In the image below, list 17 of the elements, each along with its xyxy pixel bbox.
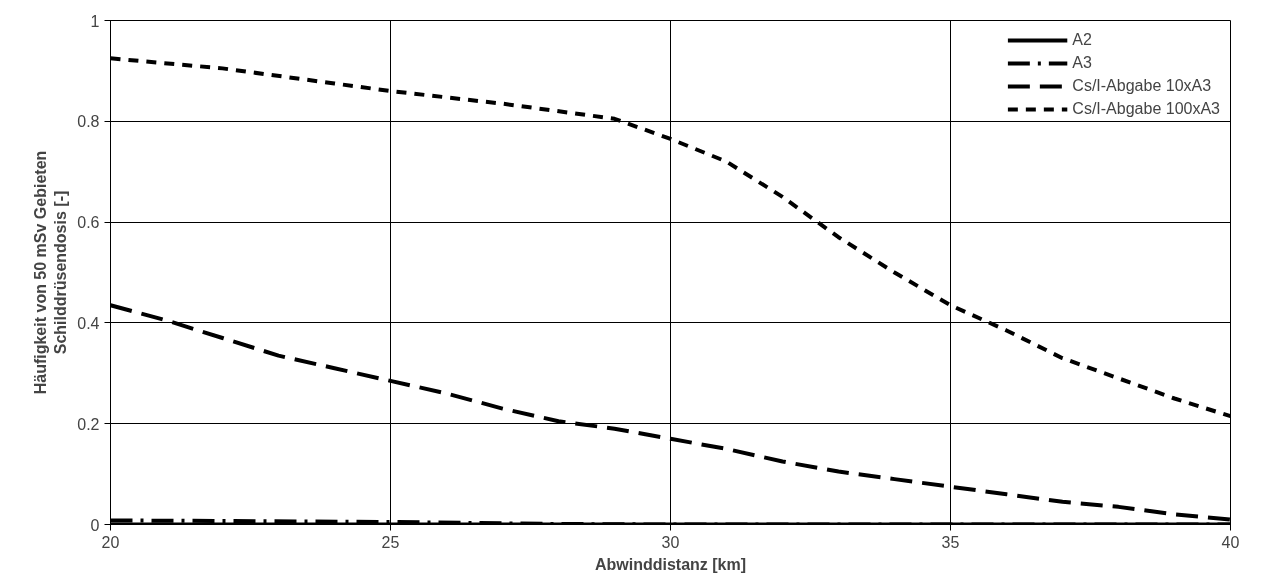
y-tick-label: 0 xyxy=(90,516,100,534)
legend-label: A3 xyxy=(1072,54,1093,72)
x-tick-label: 40 xyxy=(1221,533,1240,551)
y-tick-label: 0.2 xyxy=(77,415,100,433)
x-tick-label: 30 xyxy=(661,533,680,551)
y-tick-label: 0.8 xyxy=(77,113,100,131)
legend-label: Cs/I-Abgabe 100xA3 xyxy=(1072,100,1220,118)
x-tick-label: 25 xyxy=(381,533,400,551)
y-tick-label: 0.4 xyxy=(77,314,100,332)
legend-label: Cs/I-Abgabe 10xA3 xyxy=(1072,77,1212,95)
y-tick-label: 1 xyxy=(90,12,100,30)
legend-label: A2 xyxy=(1072,31,1093,49)
x-tick-label: 35 xyxy=(941,533,960,551)
y-axis-title: Häufigkeit von 50 mSv Gebieten Schilddrüsendosis [-] xyxy=(31,150,70,395)
y-tick-label: 0.6 xyxy=(77,214,100,232)
x-tick-label: 20 xyxy=(101,533,120,551)
x-axis-title: Abwinddistanz [km] xyxy=(594,555,747,573)
